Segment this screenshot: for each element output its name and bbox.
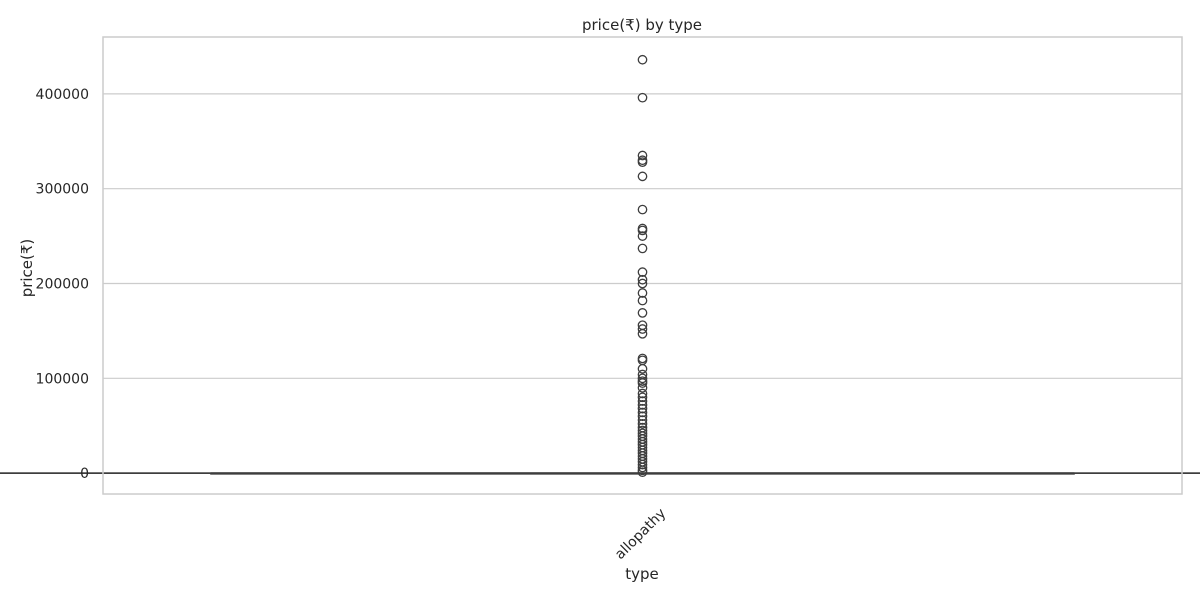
outlier-point xyxy=(637,204,648,215)
outlier-point xyxy=(637,415,648,425)
outlier-point xyxy=(637,157,648,168)
outlier-point xyxy=(637,92,648,103)
outlier-point xyxy=(637,403,648,414)
y-tick-label: 300000 xyxy=(36,182,89,198)
outlier-point xyxy=(637,392,648,403)
outlier-point xyxy=(637,459,648,470)
outlier-point xyxy=(637,288,648,298)
outlier-point xyxy=(637,278,648,289)
outlier-point xyxy=(637,328,648,339)
chart-title: price(₹) by type xyxy=(582,16,702,34)
outlier-point xyxy=(637,274,648,285)
outlier-point xyxy=(637,382,648,393)
outlier-point xyxy=(637,171,648,182)
outlier-point xyxy=(637,324,648,334)
outlier-point xyxy=(637,150,648,161)
outlier-point xyxy=(637,231,648,241)
x-tick-label: allopathy xyxy=(612,506,669,563)
outlier-point xyxy=(637,373,648,384)
outlier-point xyxy=(637,243,648,254)
outlier-point xyxy=(637,411,648,422)
outlier-point xyxy=(637,54,648,65)
y-tick-label: 100000 xyxy=(36,371,89,387)
y-tick-label: 200000 xyxy=(36,277,89,293)
y-tick-label: 0 xyxy=(80,466,89,482)
outlier-point xyxy=(637,225,648,236)
plot-area xyxy=(103,37,1182,494)
y-tick-label: 400000 xyxy=(36,87,89,103)
outlier-point xyxy=(637,418,648,429)
y-axis: 0 100000 200000 300000 400000 xyxy=(36,87,89,482)
x-axis: allopathy xyxy=(612,506,669,563)
outlier-point xyxy=(637,467,648,478)
y-axis-title: price(₹) xyxy=(18,239,36,298)
outlier-point xyxy=(637,407,648,418)
outlier-point xyxy=(637,378,648,388)
boxes xyxy=(0,54,1200,478)
outlier-point xyxy=(637,388,648,399)
plot-frame xyxy=(102,36,1183,495)
outlier-point xyxy=(637,363,648,374)
outlier-point xyxy=(637,267,648,277)
x-axis-title: type xyxy=(625,565,659,583)
outlier-point xyxy=(637,308,648,318)
outlier-point xyxy=(637,400,648,410)
box-allopathy xyxy=(0,54,1200,478)
outlier-point xyxy=(637,462,648,473)
outlier-point xyxy=(637,295,648,306)
outlier-point xyxy=(637,396,648,406)
